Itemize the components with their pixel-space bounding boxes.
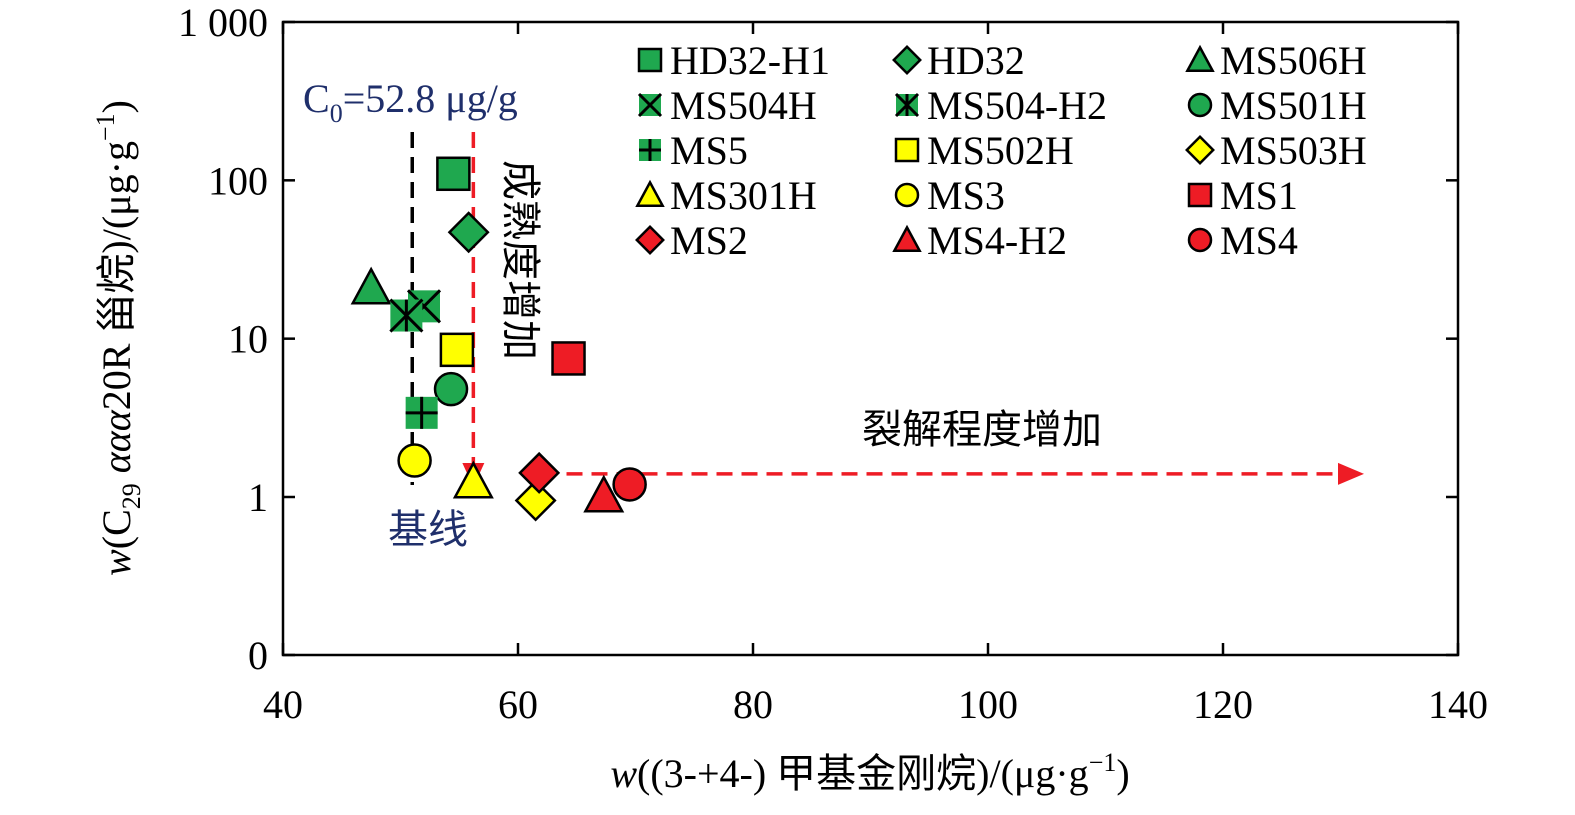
x-marker-stroke xyxy=(637,92,663,118)
legend-label: MS4-H2 xyxy=(927,218,1067,263)
data-points xyxy=(350,156,647,522)
baseline-label: 基线 xyxy=(388,507,468,552)
maturity-label: 成熟度增加 xyxy=(498,160,543,360)
data-point-ms501h xyxy=(433,371,469,407)
legend-label: MS3 xyxy=(927,173,1005,218)
legend-label: MS502H xyxy=(927,128,1074,173)
y-tick-label: 100 xyxy=(208,158,268,203)
legend-item: MS5 xyxy=(639,128,748,173)
legend-item: MS4 xyxy=(1187,218,1298,263)
data-point-ms5 xyxy=(405,396,438,429)
legend-label: MS501H xyxy=(1220,83,1367,128)
legend-item: MS504H xyxy=(637,83,817,128)
legend-marker-hd32 xyxy=(892,45,922,75)
legend-item: HD32 xyxy=(892,38,1025,83)
legend-label: MS1 xyxy=(1220,173,1298,218)
legend-item: MS502H xyxy=(894,128,1074,173)
axes: 40 60 80 100 120 140 0 1 10 100 1 000 w((3-+4-) 甲基金… xyxy=(91,0,1488,796)
legend-label: MS5 xyxy=(670,128,748,173)
legend-marker-ms501h xyxy=(1187,92,1213,118)
legend-item: HD32-H1 xyxy=(637,38,830,83)
x-tick-label: 40 xyxy=(263,682,303,727)
x-tick-label: 120 xyxy=(1193,682,1253,727)
legend-label: MS301H xyxy=(670,173,817,218)
legend-item: MS2 xyxy=(635,218,748,263)
legend-label: MS504-H2 xyxy=(927,83,1107,128)
legend-item: MS301H xyxy=(635,173,817,218)
legend-marker-ms504-h2 xyxy=(894,92,920,118)
y-tick-label: 1 xyxy=(248,475,268,520)
legend-marker-ms506h xyxy=(1185,44,1215,73)
y-axis-title: w(C29 ααα20R 甾烷)/(μg·g−1) xyxy=(91,100,146,576)
legend-marker-ms3 xyxy=(894,182,920,208)
legend-marker-ms5 xyxy=(639,139,661,161)
y-tick-label: 1 000 xyxy=(178,0,268,45)
legend-item: MS4-H2 xyxy=(892,218,1067,263)
data-point-ms506h xyxy=(350,266,392,305)
cracking-arrowhead xyxy=(1338,462,1364,485)
legend-marker-hd32-h1 xyxy=(637,47,663,73)
legend-marker-ms1 xyxy=(1187,182,1213,208)
legend-label: HD32-H1 xyxy=(670,38,830,83)
data-point-ms503h xyxy=(514,479,557,522)
data-point-ms502h xyxy=(439,332,475,368)
data-point-hd32 xyxy=(447,211,490,254)
baseline-value-label: C0=52.8 μg/g xyxy=(303,76,518,128)
y-tick-label: 0 xyxy=(248,633,268,678)
data-point-ms1 xyxy=(551,341,586,376)
data-point-ms504-h2 xyxy=(389,298,424,333)
data-point-hd32-h1 xyxy=(436,156,471,192)
legend-marker-ms504h xyxy=(637,92,663,118)
legend-marker-ms2 xyxy=(635,225,665,255)
legend-label: MS4 xyxy=(1220,218,1298,263)
x-tick-label: 60 xyxy=(498,682,538,727)
legend-item: MS504-H2 xyxy=(894,83,1107,128)
data-point-ms2 xyxy=(518,451,561,494)
x-tick-label: 100 xyxy=(958,682,1018,727)
cracking-label: 裂解程度增加 xyxy=(862,407,1102,452)
legend-marker-ms4 xyxy=(1187,227,1213,253)
x-axis-title: w((3-+4-) 甲基金刚烷)/(μg·g−1) xyxy=(610,748,1129,796)
legend-label: MS504H xyxy=(670,83,817,128)
annotations: C0=52.8 μg/g 基线 成熟度增加 裂解程度增加 xyxy=(303,76,1364,552)
data-point-ms4 xyxy=(612,467,647,502)
legend-item: MS506H xyxy=(1185,38,1367,83)
legend-marker-ms301h xyxy=(635,179,665,208)
legend-item: MS3 xyxy=(894,173,1005,218)
legend-label: MS2 xyxy=(670,218,748,263)
data-point-ms3 xyxy=(397,443,432,478)
legend-label: MS503H xyxy=(1220,128,1367,173)
x-tick-label: 140 xyxy=(1428,682,1488,727)
legend-marker-ms502h xyxy=(894,137,920,163)
legend-item: MS1 xyxy=(1187,173,1298,218)
y-tick-label: 10 xyxy=(228,317,268,362)
legend-item: MS503H xyxy=(1185,128,1367,173)
legend-marker-ms503h xyxy=(1185,135,1215,165)
x-tick-label: 80 xyxy=(733,682,773,727)
legend-label: MS506H xyxy=(1220,38,1367,83)
legend-item: MS501H xyxy=(1187,83,1367,128)
data-point-ms4-h2 xyxy=(583,474,625,513)
data-point-ms301h xyxy=(452,460,494,499)
legend-marker-ms4-h2 xyxy=(892,224,922,253)
legend-label: HD32 xyxy=(927,38,1025,83)
